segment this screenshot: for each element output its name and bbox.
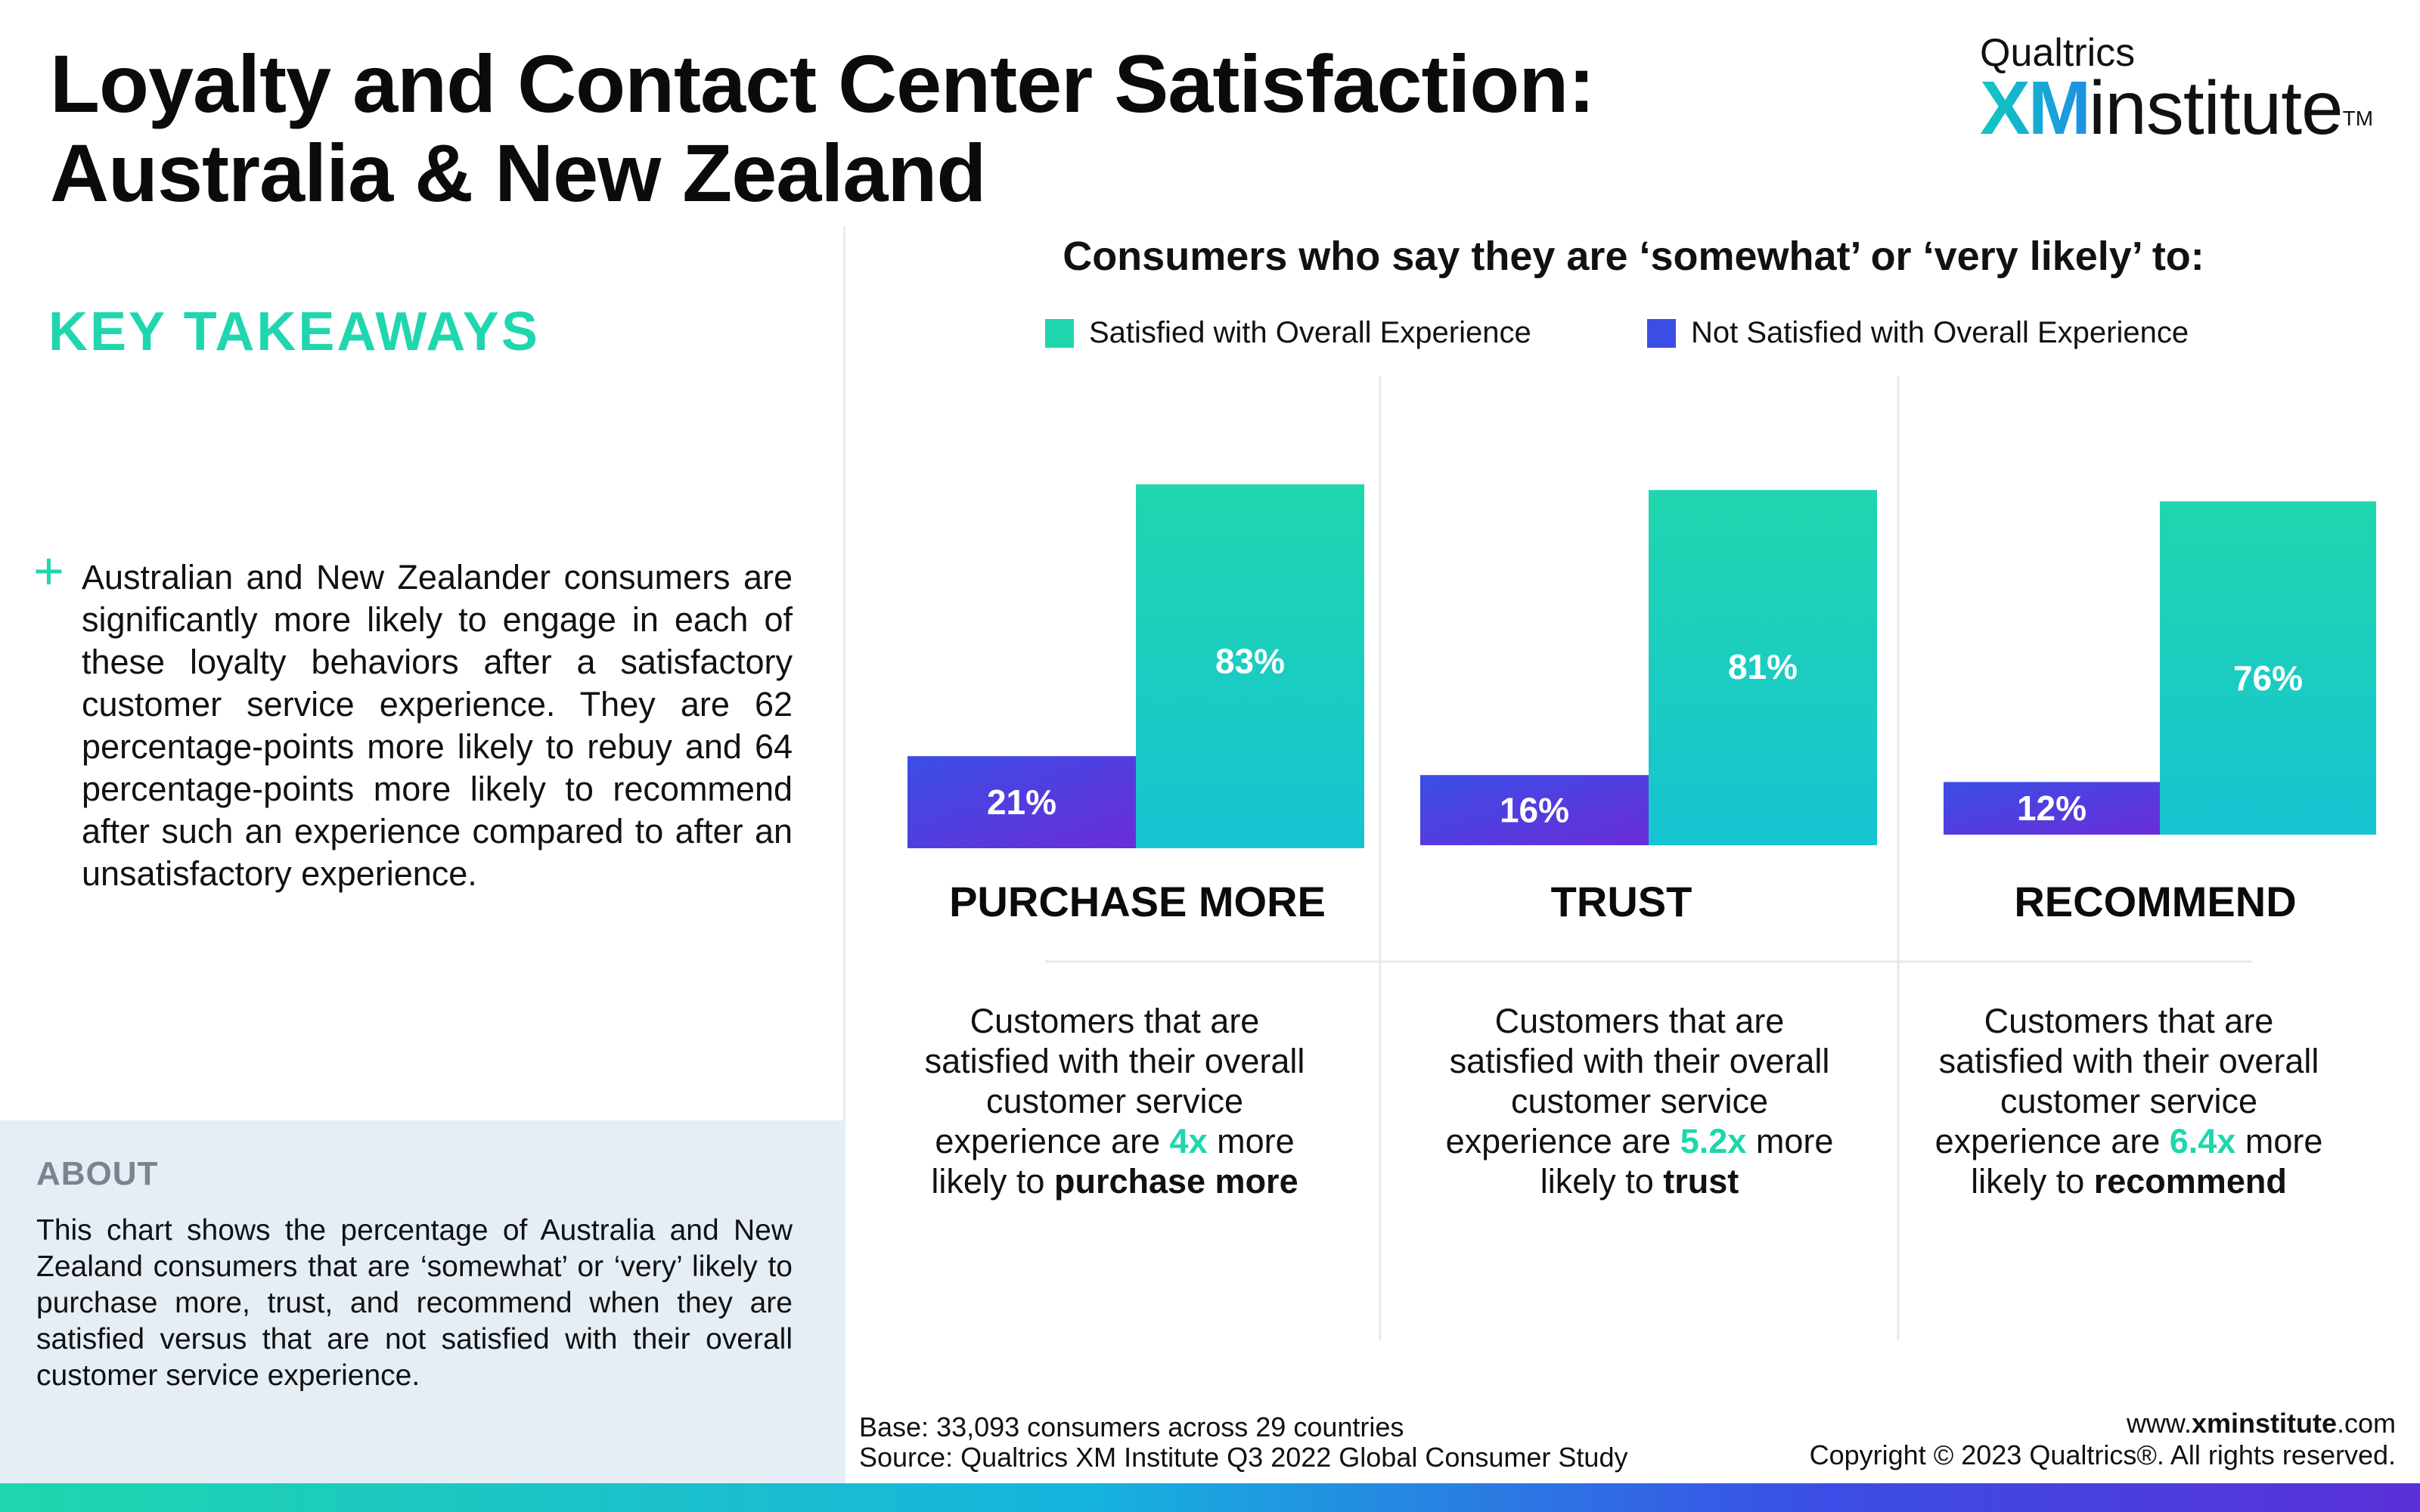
bar-satisfied-trust <box>1649 490 1877 845</box>
insight-action: trust <box>1663 1162 1739 1201</box>
key-takeaway-text: Australian and New Zealander consumers a… <box>82 558 793 893</box>
bar-not-satisfied-recommend <box>1944 782 2160 835</box>
page-title: Loyalty and Contact Center Satisfaction:… <box>50 38 1595 218</box>
insight-mid: more likely to <box>1971 1122 2323 1201</box>
chart-title: Consumers who say they are ‘somewhat’ or… <box>1063 234 2204 279</box>
bar-satisfied-recommend <box>2160 501 2376 835</box>
footer-source: Base: 33,093 consumers across 29 countri… <box>859 1412 1627 1473</box>
insight-pre: Customers that are satisfied with their … <box>1445 1002 1830 1160</box>
source-note: Source: Qualtrics XM Institute Q3 2022 G… <box>859 1442 1628 1473</box>
legend-label-not-satisfied: Not Satisfied with Overall Experience <box>1691 316 2189 349</box>
insight-text-purchase-more: Customers that are satisfied with their … <box>903 1001 1326 1201</box>
legend-satisfied: Satisfied with Overall Experience <box>1045 316 1531 350</box>
legend-swatch-not-satisfied <box>1647 318 1676 348</box>
insight-pre: Customers that are satisfied with their … <box>924 1002 1305 1160</box>
base-note: Base: 33,093 consumers across 29 countri… <box>859 1411 1404 1442</box>
insight-mid: more likely to <box>1540 1122 1834 1201</box>
category-label-trust: TRUST <box>1550 878 1692 925</box>
logo-xm-text: XM <box>1980 66 2091 150</box>
value-label-satisfied-recommend: 76% <box>2233 658 2303 698</box>
bottom-gradient-bar <box>0 1483 2420 1512</box>
category-label-recommend: RECOMMEND <box>2014 878 2297 925</box>
panel-dividers <box>1045 376 2252 1340</box>
insight-mult: 4x <box>1169 1122 1208 1160</box>
value-label-satisfied-trust: 81% <box>1728 647 1798 686</box>
insight-mult: 5.2x <box>1680 1122 1747 1160</box>
insight-action: purchase more <box>1053 1162 1298 1201</box>
vertical-divider <box>843 227 845 1482</box>
logo-institute-text: institute <box>2089 66 2344 150</box>
value-label-not-satisfied-recommend: 12% <box>2017 789 2086 828</box>
url-suffix: .com <box>2336 1408 2396 1439</box>
value-label-satisfied-purchase-more: 83% <box>1215 642 1285 681</box>
insight-mid: more likely to <box>931 1122 1295 1201</box>
brand-qualtrics-label: Qualtrics <box>1980 31 2136 75</box>
bar-not-satisfied-trust <box>1420 775 1649 845</box>
insight-pre: Customers that are satisfied with their … <box>1934 1002 2319 1160</box>
legend-not-satisfied: Not Satisfied with Overall Experience <box>1647 316 2189 350</box>
xm-institute-logo: XMinstituteTM <box>1980 67 2373 150</box>
insight-text-trust: Customers that are satisfied with their … <box>1428 1001 1851 1201</box>
legend-swatch-satisfied <box>1045 318 1074 348</box>
url-domain: xminstitute <box>2191 1408 2337 1439</box>
bar-not-satisfied-purchase-more <box>908 756 1136 848</box>
bar-satisfied-purchase-more <box>1136 484 1364 848</box>
url-prefix: www. <box>2126 1408 2192 1439</box>
plus-icon: + <box>33 541 64 600</box>
value-label-not-satisfied-purchase-more: 21% <box>987 782 1056 822</box>
insight-action: recommend <box>2093 1162 2287 1201</box>
about-text: This chart shows the percentage of Austr… <box>36 1214 793 1392</box>
value-label-not-satisfied-trust: 16% <box>1500 791 1569 830</box>
legend-label-satisfied: Satisfied with Overall Experience <box>1089 316 1531 349</box>
insight-text-recommend: Customers that are satisfied with their … <box>1917 1001 2341 1201</box>
about-panel <box>0 1120 844 1485</box>
category-label-purchase-more: PURCHASE MORE <box>949 878 1326 925</box>
logo-tm-mark: TM <box>2342 107 2374 130</box>
about-heading: ABOUT <box>36 1155 159 1192</box>
website-link[interactable]: www.xminstitute.com <box>1739 1408 2396 1439</box>
key-takeaways-heading: KEY TAKEAWAYS <box>48 302 540 362</box>
insight-mult: 6.4x <box>2169 1122 2236 1160</box>
footer-copyright: www.xminstitute.com Copyright © 2023 Qua… <box>1739 1408 2396 1471</box>
copyright-text: Copyright © 2023 Qualtrics®. All rights … <box>1809 1439 2396 1470</box>
